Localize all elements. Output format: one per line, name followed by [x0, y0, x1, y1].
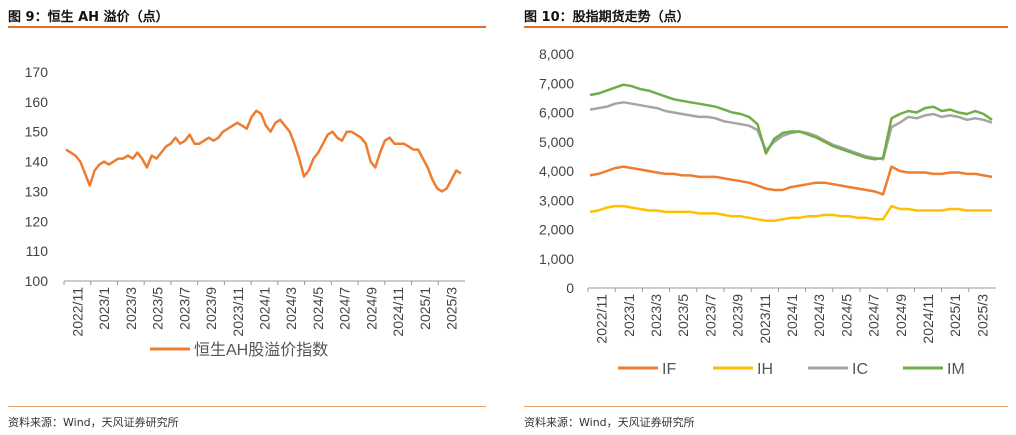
legend-label: IC: [852, 361, 868, 378]
right-source-note: 资料来源：Wind，天风证券研究所: [524, 416, 695, 429]
y-tick-label: 5,000: [539, 134, 574, 150]
x-tick-label: 2024/7: [866, 294, 882, 337]
x-tick-label: 2024/9: [363, 287, 379, 330]
legend-label: 恒生AH股溢价指数: [194, 341, 328, 359]
series-line-im: [589, 83, 993, 161]
y-tick-label: 110: [26, 243, 49, 259]
x-tick-label: 2024/1: [784, 294, 800, 337]
legend-label: IF: [662, 361, 676, 378]
x-tick-label: 2024/1: [257, 287, 273, 330]
y-tick-label: 2,000: [539, 222, 574, 238]
y-tick-label: 170: [25, 64, 49, 80]
x-tick-label: 2023/11: [757, 294, 773, 344]
legend-label: IH: [757, 361, 773, 378]
y-tick-label: 4,000: [539, 163, 574, 179]
y-tick-label: 160: [25, 94, 49, 110]
x-tick-label: 2023/5: [675, 294, 691, 337]
x-tick-label: 2025/1: [417, 287, 433, 330]
series-line-ic: [589, 101, 993, 161]
x-tick-label: 2024/11: [920, 294, 936, 344]
x-tick-label: 2024/3: [283, 287, 299, 330]
index-futures-chart: 8,000 7,000 6,000 5,000 4,000 3,000 2,000 1,000…: [539, 46, 996, 378]
x-tick-label: 2023/11: [230, 287, 246, 337]
y-tick-label: 120: [25, 213, 49, 229]
left-chart-title: 图 9：恒生 AH 溢价（点）: [8, 10, 169, 25]
x-tick-label: 2022/11: [69, 287, 85, 337]
x-tick-label: 2025/3: [444, 287, 460, 330]
y-tick-label: 130: [25, 183, 49, 199]
x-tick-label: 2025/3: [974, 294, 990, 337]
x-tick-label: 2022/11: [594, 294, 610, 344]
x-tick-label: 2023/3: [123, 287, 139, 330]
right-chart-title: 图 10：股指期货走势（点）: [524, 10, 690, 25]
x-tick-label: 2025/1: [947, 294, 963, 337]
left-source-note: 资料来源：Wind，天风证券研究所: [8, 416, 179, 429]
right-source-rule: [524, 406, 1008, 407]
y-tick-label: 0: [566, 280, 574, 296]
x-tick-label: 2023/7: [176, 287, 192, 330]
ah-premium-chart: 170 160 150 140 130 120 110 100 2022/11 2023/1 202…: [25, 64, 465, 359]
y-tick-label: 140: [25, 154, 49, 170]
legend-label: IM: [947, 361, 965, 378]
y-tick-label: 100: [25, 273, 49, 289]
x-tick-label: 2023/1: [96, 287, 112, 330]
left-title-rule: [8, 26, 486, 28]
series-line-恒生ah股溢价指数: [65, 109, 462, 193]
right-title-rule: [524, 26, 1008, 28]
y-tick-label: 3,000: [539, 192, 574, 208]
series-line-if: [589, 165, 993, 196]
x-tick-label: 2023/3: [648, 294, 664, 337]
y-tick-label: 150: [25, 124, 49, 140]
y-tick-label: 6,000: [539, 105, 574, 121]
x-tick-label: 2023/7: [702, 294, 718, 337]
x-tick-label: 2024/11: [390, 287, 406, 337]
series-line-ih: [589, 204, 992, 222]
x-tick-label: 2024/5: [838, 294, 854, 337]
y-tick-label: 7,000: [539, 75, 574, 91]
x-tick-label: 2024/9: [893, 294, 909, 337]
x-tick-label: 2024/3: [811, 294, 827, 337]
x-tick-label: 2023/5: [150, 287, 166, 330]
y-tick-label: 1,000: [539, 251, 574, 267]
x-tick-label: 2023/9: [203, 287, 219, 330]
x-tick-label: 2024/7: [337, 287, 353, 330]
left-source-rule: [8, 406, 486, 407]
x-tick-label: 2024/5: [310, 287, 326, 330]
x-tick-label: 2023/9: [730, 294, 746, 337]
x-tick-label: 2023/1: [621, 294, 637, 337]
y-tick-label: 8,000: [539, 46, 574, 62]
